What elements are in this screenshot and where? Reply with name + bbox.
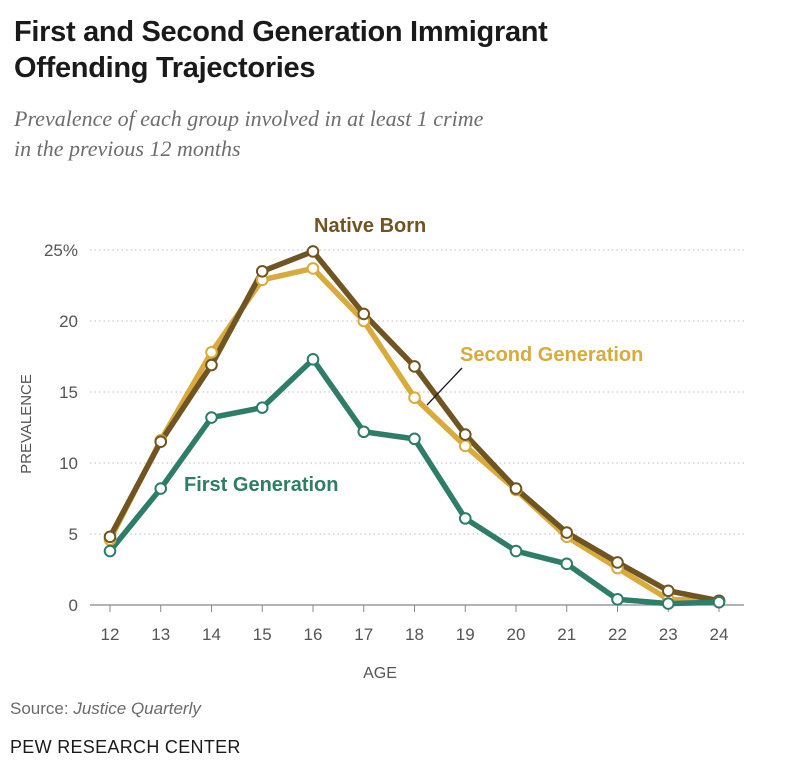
x-tick-label: 12 (101, 625, 120, 644)
y-tick-label: 15 (59, 383, 78, 402)
data-point-first-generation (611, 593, 624, 606)
data-point-first-generation (205, 411, 218, 424)
annotation-second-generation: Second Generation (460, 344, 643, 366)
series-line-native-born (107, 248, 722, 604)
y-tick-label: 5 (69, 525, 78, 544)
series-lines (107, 248, 722, 607)
chart-title-line-1: First and Second Generation Immigrant (14, 16, 548, 48)
y-tick-label: 0 (69, 596, 78, 615)
data-point-first-generation (458, 512, 472, 525)
x-axis-label: AGE (363, 665, 397, 682)
x-tick-label: 23 (659, 625, 678, 644)
annotation-native-born: Native Born (314, 215, 426, 237)
data-point-first-generation (408, 432, 421, 446)
data-point-second-generation (205, 345, 218, 359)
x-tick-label: 22 (608, 625, 627, 644)
annotation-first-generation: First Generation (184, 474, 338, 496)
data-point-first-generation (306, 353, 320, 366)
x-tick-label: 15 (253, 625, 272, 644)
data-point-native-born (306, 245, 320, 258)
chart-subtitle-line-1: Prevalence of each group involved in at … (14, 106, 484, 131)
x-tick-label: 21 (557, 625, 576, 644)
data-point-first-generation (255, 401, 269, 414)
y-axis-label: PREVALENCE (18, 374, 35, 474)
data-point-first-generation (103, 544, 117, 558)
chart-title-line-2: Offending Trajectories (14, 52, 316, 84)
annotations: Native Born Second Generation First Gene… (184, 215, 643, 496)
x-tick-label: 14 (202, 625, 221, 644)
data-point-first-generation (509, 544, 523, 558)
data-point-native-born (205, 358, 218, 372)
data-point-native-born (408, 360, 421, 373)
data-point-native-born (357, 307, 371, 321)
y-tick-label: 10 (59, 454, 78, 473)
axes: 0 5 10 15 20 25% 12 13 14 15 16 17 18 19 20 21 22 23 24 (44, 241, 744, 644)
data-points (103, 245, 726, 610)
data-point-native-born (509, 482, 523, 495)
y-tick-label: 20 (59, 312, 78, 331)
data-point-first-generation (712, 595, 726, 609)
x-tick-label: 18 (405, 625, 424, 644)
source-name: Justice Quarterly (73, 699, 201, 718)
chart-subtitle: Prevalence of each group involved in at … (14, 104, 714, 164)
data-point-second-generation (408, 391, 421, 404)
source-label: Source: (10, 699, 69, 718)
x-tick-label: 13 (151, 625, 170, 644)
data-point-native-born (661, 584, 675, 598)
data-point-native-born (611, 556, 624, 569)
data-point-first-generation (357, 425, 371, 439)
x-tick-label: 19 (456, 625, 475, 644)
brand-logo-text: PEW RESEARCH CENTER (10, 737, 241, 757)
x-tick-label: 24 (710, 625, 729, 644)
chart-title: First and Second Generation Immigrant Of… (14, 14, 714, 86)
data-point-native-born (458, 428, 472, 441)
x-tick-label: 16 (304, 625, 323, 644)
annotation-second-generation-leader (426, 367, 463, 406)
y-tick-label: 25% (44, 241, 78, 260)
data-point-native-born (103, 530, 117, 544)
data-point-native-born (560, 526, 574, 539)
data-point-second-generation (306, 262, 320, 275)
source-note: Source: Justice Quarterly (10, 699, 201, 719)
data-point-second-generation (458, 439, 472, 453)
data-point-first-generation (154, 482, 168, 495)
chart-subtitle-line-2: in the previous 12 months (14, 136, 241, 161)
data-point-native-born (255, 265, 269, 278)
data-point-first-generation (560, 557, 574, 571)
x-tick-label: 17 (354, 625, 373, 644)
data-point-first-generation (661, 597, 675, 610)
data-point-native-born (154, 435, 168, 449)
line-chart: 0 5 10 15 20 25% 12 13 14 15 16 17 18 19 20 21 22 23 24 Na… (18, 215, 744, 682)
x-tick-label: 20 (507, 625, 526, 644)
gridlines (90, 249, 744, 535)
